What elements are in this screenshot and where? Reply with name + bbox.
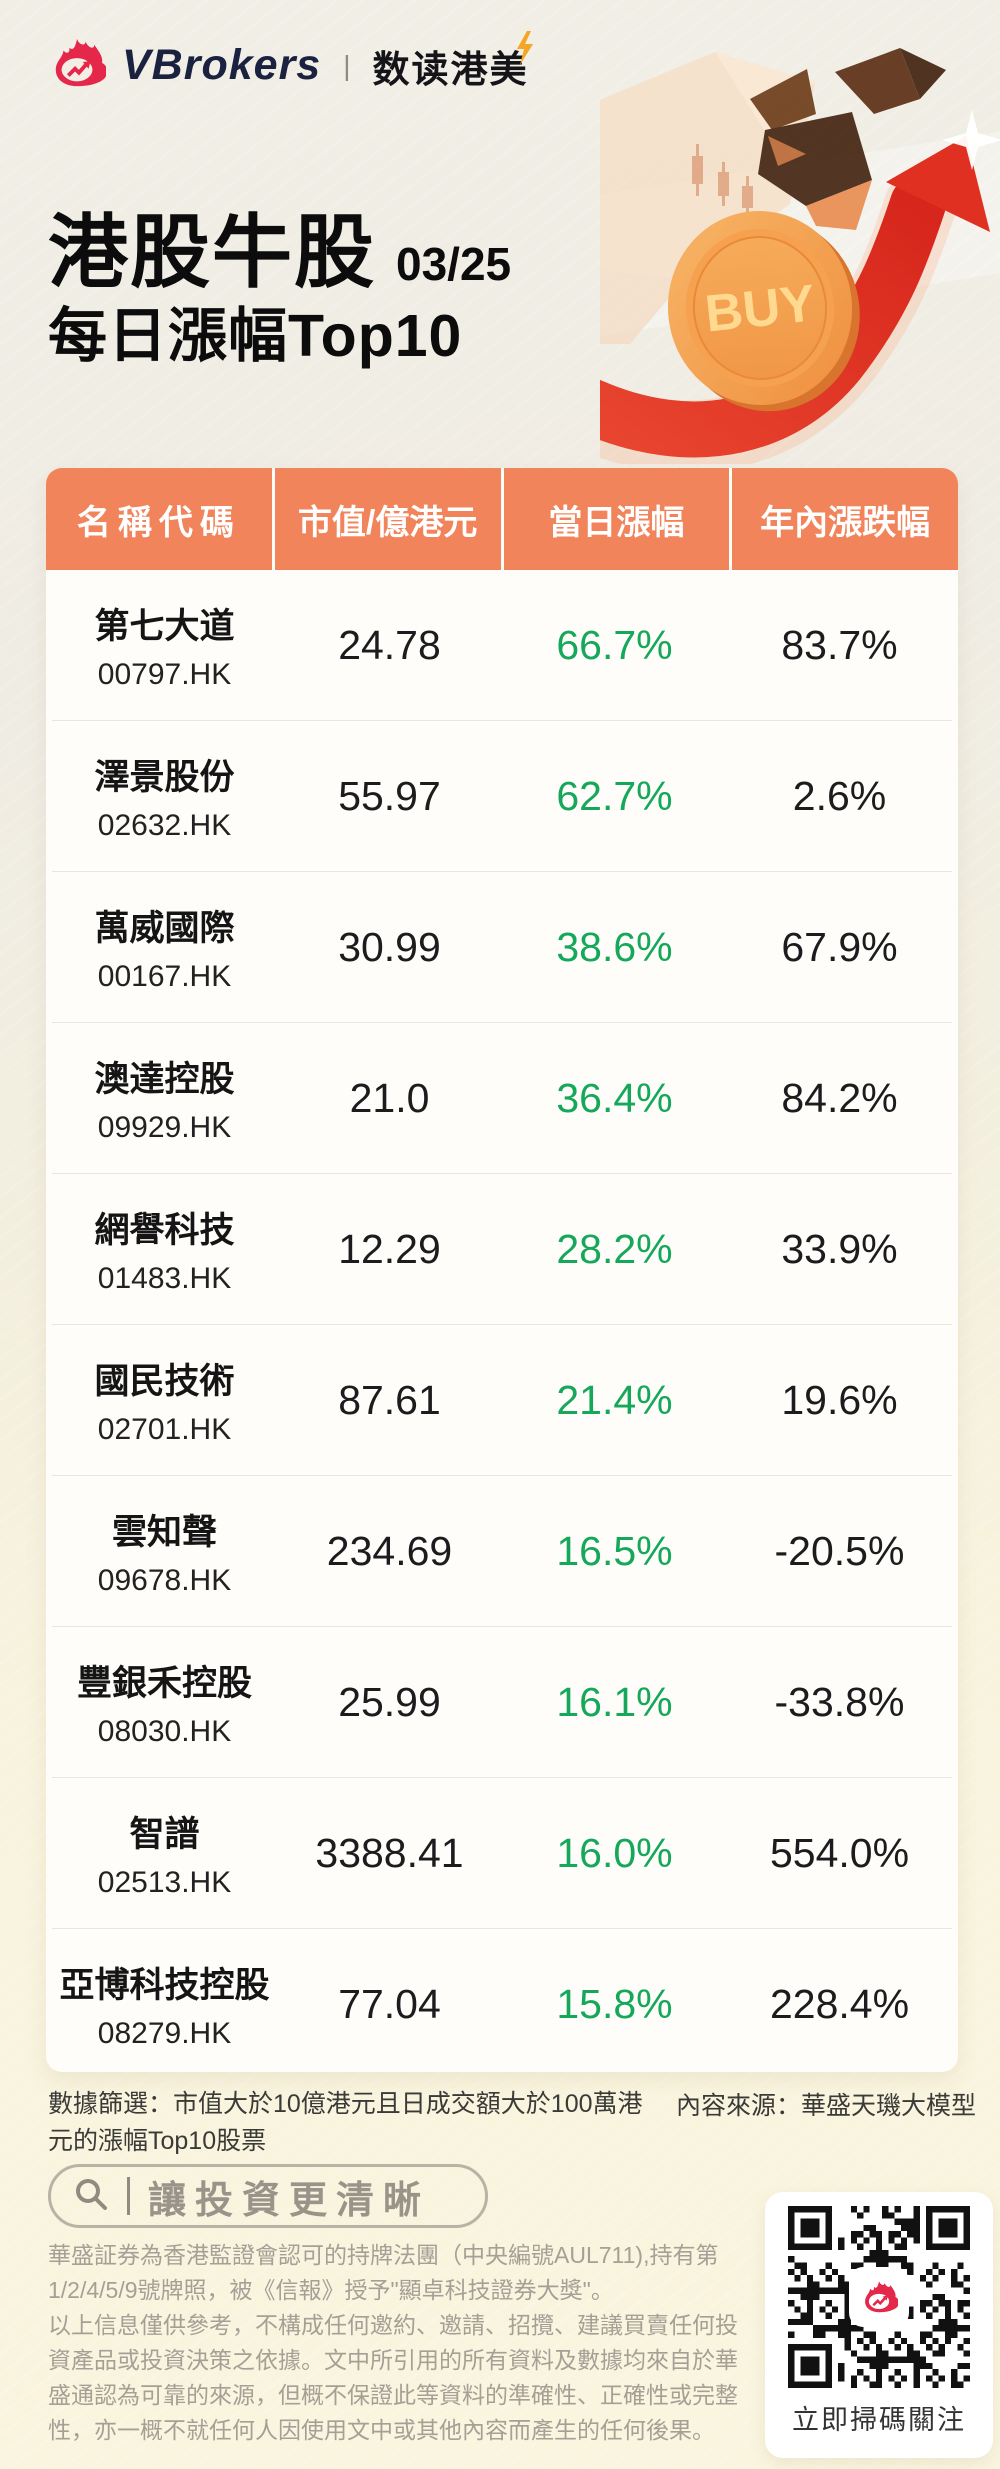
stock-name: 豐銀禾控股 bbox=[76, 1664, 252, 1703]
col-header-ytd-change: 年內漲跌幅 bbox=[732, 468, 958, 570]
stock-code: 02632.HK bbox=[97, 809, 232, 842]
ytd-change: 228.4% bbox=[769, 1980, 910, 2027]
stock-code: 02701.HK bbox=[97, 1413, 232, 1446]
col-header-daily-change: 當日漲幅 bbox=[503, 468, 730, 570]
up-arrow bbox=[600, 136, 990, 464]
buy-coin: BUY bbox=[667, 211, 860, 412]
brand-series-label: 数读港美 bbox=[373, 30, 533, 93]
daily-change: 66.7% bbox=[556, 621, 673, 668]
ytd-change: 67.9% bbox=[781, 923, 898, 970]
stock-name: 智譜 bbox=[129, 1815, 200, 1854]
stock-name: 澤景股份 bbox=[94, 758, 235, 797]
brand-name: VBrokers bbox=[122, 41, 322, 89]
daily-change: 28.2% bbox=[556, 1225, 673, 1272]
stock-code: 08279.HK bbox=[97, 2017, 232, 2050]
daily-change: 16.5% bbox=[556, 1527, 673, 1574]
stock-name: 網譽科技 bbox=[94, 1211, 235, 1250]
market-cap: 87.61 bbox=[338, 1376, 441, 1423]
slogan-text: 讓投資更清晰 bbox=[148, 2179, 431, 2222]
stock-name: 澳達控股 bbox=[94, 1060, 235, 1099]
table-row: 澤景股份 02632.HK 55.97 62.7% 2.6% bbox=[52, 721, 952, 872]
page-title: 港股牛股 03/25 bbox=[48, 188, 511, 304]
daily-change: 16.0% bbox=[556, 1829, 673, 1876]
disclaimer: 華盛証券為香港監證會認可的持牌法團（中央編號AUL711),持有第1/2/4/5… bbox=[48, 2238, 750, 2448]
daily-change: 36.4% bbox=[556, 1074, 673, 1121]
table-row: 豐銀禾控股 08030.HK 25.99 16.1% -33.8% bbox=[52, 1627, 952, 1778]
market-cap: 30.99 bbox=[338, 923, 441, 970]
page-subtitle: 每日漲幅Top10 bbox=[48, 303, 463, 369]
market-cap: 12.29 bbox=[338, 1225, 441, 1272]
title-text: 港股牛股 bbox=[48, 208, 376, 297]
stock-name: 萬威國際 bbox=[94, 909, 235, 948]
brand-bar: VBrokers | 数读港美 bbox=[48, 30, 533, 95]
flame-logo-icon bbox=[48, 36, 108, 95]
light-band bbox=[600, 117, 1000, 344]
stock-code: 02513.HK bbox=[97, 1866, 232, 1899]
ytd-change: -33.8% bbox=[774, 1678, 905, 1725]
pill-divider bbox=[127, 2177, 130, 2215]
ytd-change: 19.6% bbox=[781, 1376, 898, 1423]
slogan-search-pill: 讓投資更清晰 bbox=[48, 2164, 488, 2228]
stock-code: 09929.HK bbox=[97, 1111, 232, 1144]
col-header-market-cap: 市值/億港元 bbox=[274, 468, 501, 570]
ytd-change: -20.5% bbox=[774, 1527, 905, 1574]
ytd-change: 33.9% bbox=[781, 1225, 898, 1272]
market-cap: 3388.41 bbox=[315, 1829, 464, 1876]
stock-name: 國民技術 bbox=[94, 1362, 235, 1401]
daily-change: 15.8% bbox=[556, 1980, 673, 2027]
market-cap: 24.78 bbox=[338, 621, 441, 668]
qr-card: 立即掃碼關注 bbox=[765, 2192, 993, 2458]
market-cap: 55.97 bbox=[338, 772, 441, 819]
bull-shape bbox=[600, 48, 946, 344]
stock-code: 01483.HK bbox=[97, 1262, 232, 1295]
table-row: 亞博科技控股 08279.HK 77.04 15.8% 228.4% bbox=[52, 1929, 952, 2079]
daily-change: 38.6% bbox=[556, 923, 673, 970]
table-row: 國民技術 02701.HK 87.61 21.4% 19.6% bbox=[52, 1325, 952, 1476]
col-header-name-code: 名稱代碼 bbox=[46, 468, 272, 570]
market-cap: 77.04 bbox=[338, 1980, 441, 2027]
qr-code bbox=[788, 2206, 970, 2388]
disclaimer-license: 華盛証券為香港監證會認可的持牌法團（中央編號AUL711),持有第1/2/4/5… bbox=[48, 2242, 719, 2303]
ytd-change: 2.6% bbox=[792, 772, 887, 819]
daily-change: 62.7% bbox=[556, 772, 673, 819]
daily-change: 21.4% bbox=[556, 1376, 673, 1423]
bull-illustration: BUY bbox=[600, 48, 1000, 464]
ytd-change: 84.2% bbox=[781, 1074, 898, 1121]
qr-caption: 立即掃碼關注 bbox=[792, 2405, 966, 2435]
stock-name: 亞博科技控股 bbox=[59, 1966, 270, 2005]
table-row: 智譜 02513.HK 3388.41 16.0% 554.0% bbox=[52, 1778, 952, 1929]
content-source-note: 內容來源：華盛天璣大模型 bbox=[676, 2092, 977, 2120]
stock-code: 09678.HK bbox=[97, 1564, 232, 1597]
stock-name: 雲知聲 bbox=[111, 1513, 217, 1552]
stock-code: 08030.HK bbox=[97, 1715, 232, 1748]
stock-code: 00797.HK bbox=[97, 658, 232, 691]
ytd-change: 83.7% bbox=[781, 621, 898, 668]
stocks-table: 名稱代碼 市值/億港元 當日漲幅 年內漲跌幅 第七大道 00797.HK 24.7… bbox=[46, 468, 958, 2072]
data-filter-note: 數據篩選：市值大於10億港元且日成交額大於100萬港元的漲幅Top10股票 bbox=[48, 2090, 643, 2155]
market-cap: 21.0 bbox=[349, 1074, 430, 1121]
qr-center-flame-icon bbox=[851, 2269, 907, 2325]
coin-buy-label: BUY bbox=[702, 274, 817, 343]
table-row: 網譽科技 01483.HK 12.29 28.2% 33.9% bbox=[52, 1174, 952, 1325]
table-row: 萬威國際 00167.HK 30.99 38.6% 67.9% bbox=[52, 872, 952, 1023]
search-icon bbox=[73, 2176, 109, 2217]
market-cap: 25.99 bbox=[338, 1678, 441, 1725]
title-date: 03/25 bbox=[396, 238, 512, 290]
table-header-row: 名稱代碼 市值/億港元 當日漲幅 年內漲跌幅 bbox=[46, 468, 958, 570]
brand-divider: | bbox=[343, 49, 351, 81]
ytd-change: 554.0% bbox=[769, 1829, 910, 1876]
stock-code: 00167.HK bbox=[97, 960, 232, 993]
table-row: 第七大道 00797.HK 24.78 66.7% 83.7% bbox=[52, 570, 952, 721]
disclaimer-body: 以上信息僅供參考，不構成任何邀約、邀請、招攬、建議買賣任何投資產品或投資決策之依… bbox=[48, 2312, 738, 2443]
lightning-icon bbox=[515, 30, 535, 74]
sparkle-icon bbox=[942, 110, 1000, 170]
market-cap: 234.69 bbox=[326, 1527, 453, 1574]
table-row: 澳達控股 09929.HK 21.0 36.4% 84.2% bbox=[52, 1023, 952, 1174]
daily-change: 16.1% bbox=[556, 1678, 673, 1725]
table-row: 雲知聲 09678.HK 234.69 16.5% -20.5% bbox=[52, 1476, 952, 1627]
stock-name: 第七大道 bbox=[94, 607, 235, 646]
